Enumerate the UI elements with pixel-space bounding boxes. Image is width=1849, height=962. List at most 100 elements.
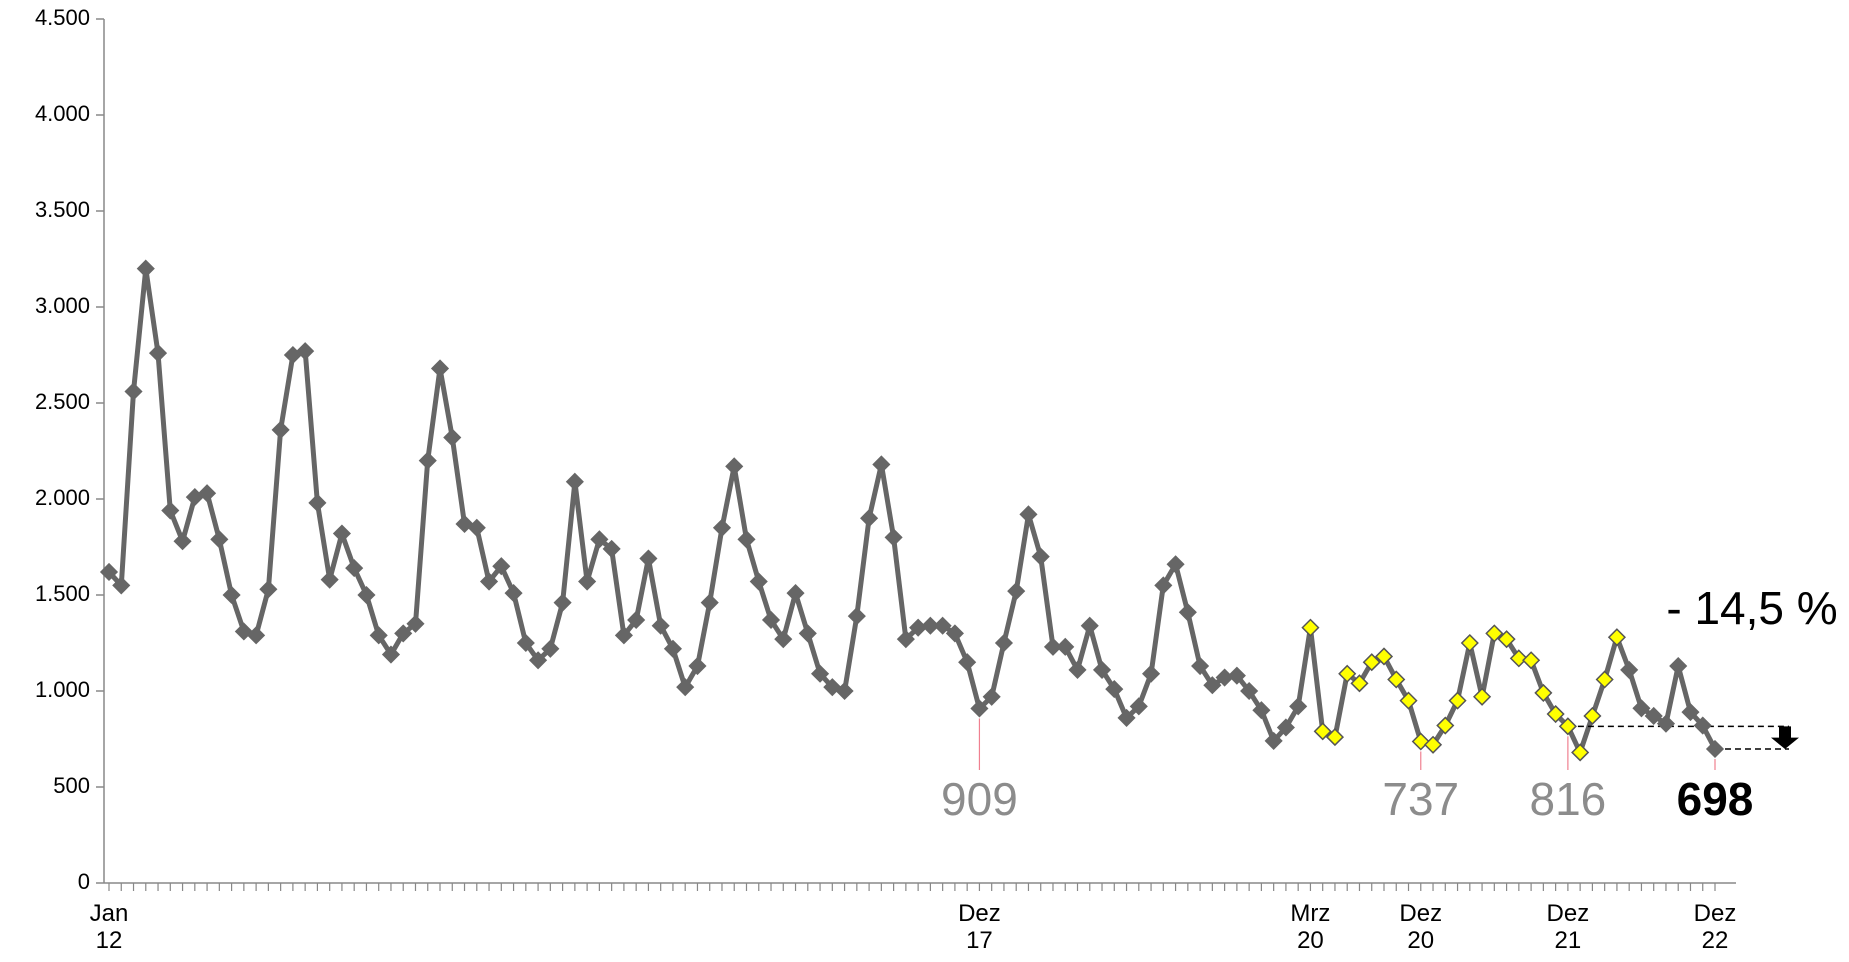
y-tick-label: 3.500 [35,197,90,222]
y-tick-label: 1.000 [35,677,90,702]
marker [1632,699,1651,718]
marker [1252,701,1271,720]
marker [332,524,351,543]
marker [1436,716,1455,735]
marker [492,557,511,576]
marker [1007,582,1026,601]
marker [1644,706,1663,726]
y-tick-label: 3.000 [35,293,90,318]
marker [1399,691,1418,710]
marker [1227,666,1246,685]
marker [884,528,903,547]
marker [761,610,781,630]
marker [430,359,450,378]
marker [994,633,1014,653]
marker [1338,664,1357,683]
marker [590,530,609,549]
marker [369,626,388,645]
marker [136,259,155,278]
marker [320,570,339,589]
marker [1056,637,1075,656]
marker [712,518,732,537]
marker [1460,633,1479,653]
marker [124,382,143,401]
marker [676,678,695,697]
marker [516,633,535,653]
marker [529,651,548,670]
value-label: 816 [1530,773,1607,825]
marker [1166,555,1185,574]
marker [1080,616,1099,635]
marker [296,342,315,361]
marker [1289,697,1308,716]
y-tick-label: 4.500 [35,5,90,30]
marker [345,559,364,578]
marker [933,616,952,635]
marker [1705,739,1725,759]
marker [247,626,266,645]
marker [872,455,891,474]
marker [1534,683,1553,702]
marker [148,344,168,363]
marker [1105,680,1124,699]
marker [1325,728,1345,747]
y-tick-label: 0 [78,869,90,894]
marker [1068,660,1087,679]
marker [1019,505,1038,524]
marker [810,664,830,683]
y-tick-label: 4.000 [35,101,90,126]
marker [112,576,131,595]
marker [700,593,719,612]
marker [651,616,670,635]
x-tick-label: Dez 20 [1399,900,1443,954]
marker [161,501,180,520]
marker [394,624,413,643]
marker [614,626,633,645]
marker [602,539,621,558]
marker [99,562,119,582]
marker [1301,618,1320,637]
marker [553,593,572,612]
marker [1043,637,1063,656]
marker [210,530,229,549]
marker [1669,656,1688,676]
marker [1374,647,1394,666]
marker [1154,576,1173,595]
marker [1117,708,1136,727]
marker [737,530,756,549]
marker [1607,628,1626,647]
marker [1276,718,1295,737]
marker [945,624,964,643]
x-tick-label: Dez 21 [1546,900,1590,954]
x-tick-label: Dez 22 [1693,900,1737,954]
marker [443,428,462,447]
marker [1031,547,1050,566]
marker [1264,731,1283,750]
marker [1240,681,1259,701]
marker [565,472,584,491]
marker [1362,653,1381,672]
marker [921,616,940,635]
marker [1485,624,1504,643]
y-tick-label: 2.500 [35,389,90,414]
y-tick-label: 1.500 [35,581,90,606]
marker [1203,676,1222,695]
marker [1497,630,1516,649]
marker [1681,703,1700,722]
marker [1571,743,1590,762]
marker [749,572,768,591]
marker [578,572,597,591]
marker [1092,660,1112,679]
marker [1522,651,1541,670]
marker [627,610,646,630]
marker [1583,706,1602,726]
marker [970,699,989,718]
marker [774,630,793,649]
marker [786,584,805,603]
marker [1693,716,1712,735]
marker [1178,603,1197,622]
marker [1509,649,1528,668]
marker [725,457,744,476]
